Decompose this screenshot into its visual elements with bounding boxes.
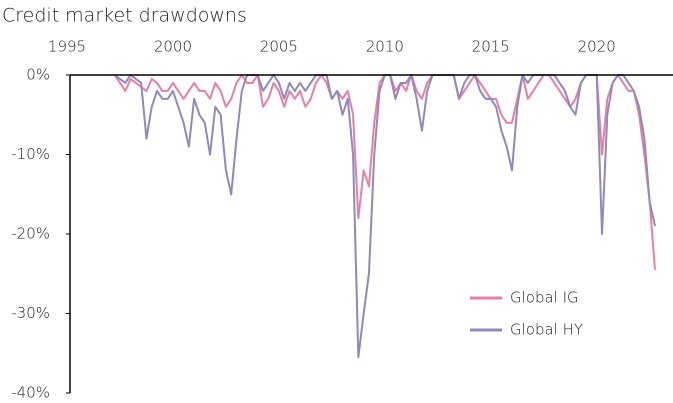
y-tick-label: 0% <box>26 66 50 84</box>
chart-title: Credit market drawdowns <box>2 5 247 27</box>
x-tick-label: 2005 <box>260 38 298 56</box>
legend-label: Global IG <box>510 289 579 307</box>
y-tick-label: -40% <box>11 384 50 402</box>
x-tick-label: 2010 <box>366 38 404 56</box>
y-tick-label: -10% <box>11 145 50 163</box>
y-tick-label: -30% <box>11 304 50 322</box>
x-tick-label: 2015 <box>472 38 510 56</box>
y-tick-label: -20% <box>11 225 50 243</box>
x-tick-label: 2020 <box>578 38 616 56</box>
x-tick-label: 1995 <box>48 38 86 56</box>
legend-label: Global HY <box>510 321 583 339</box>
x-tick-label: 2000 <box>154 38 192 56</box>
series-line <box>114 74 656 359</box>
